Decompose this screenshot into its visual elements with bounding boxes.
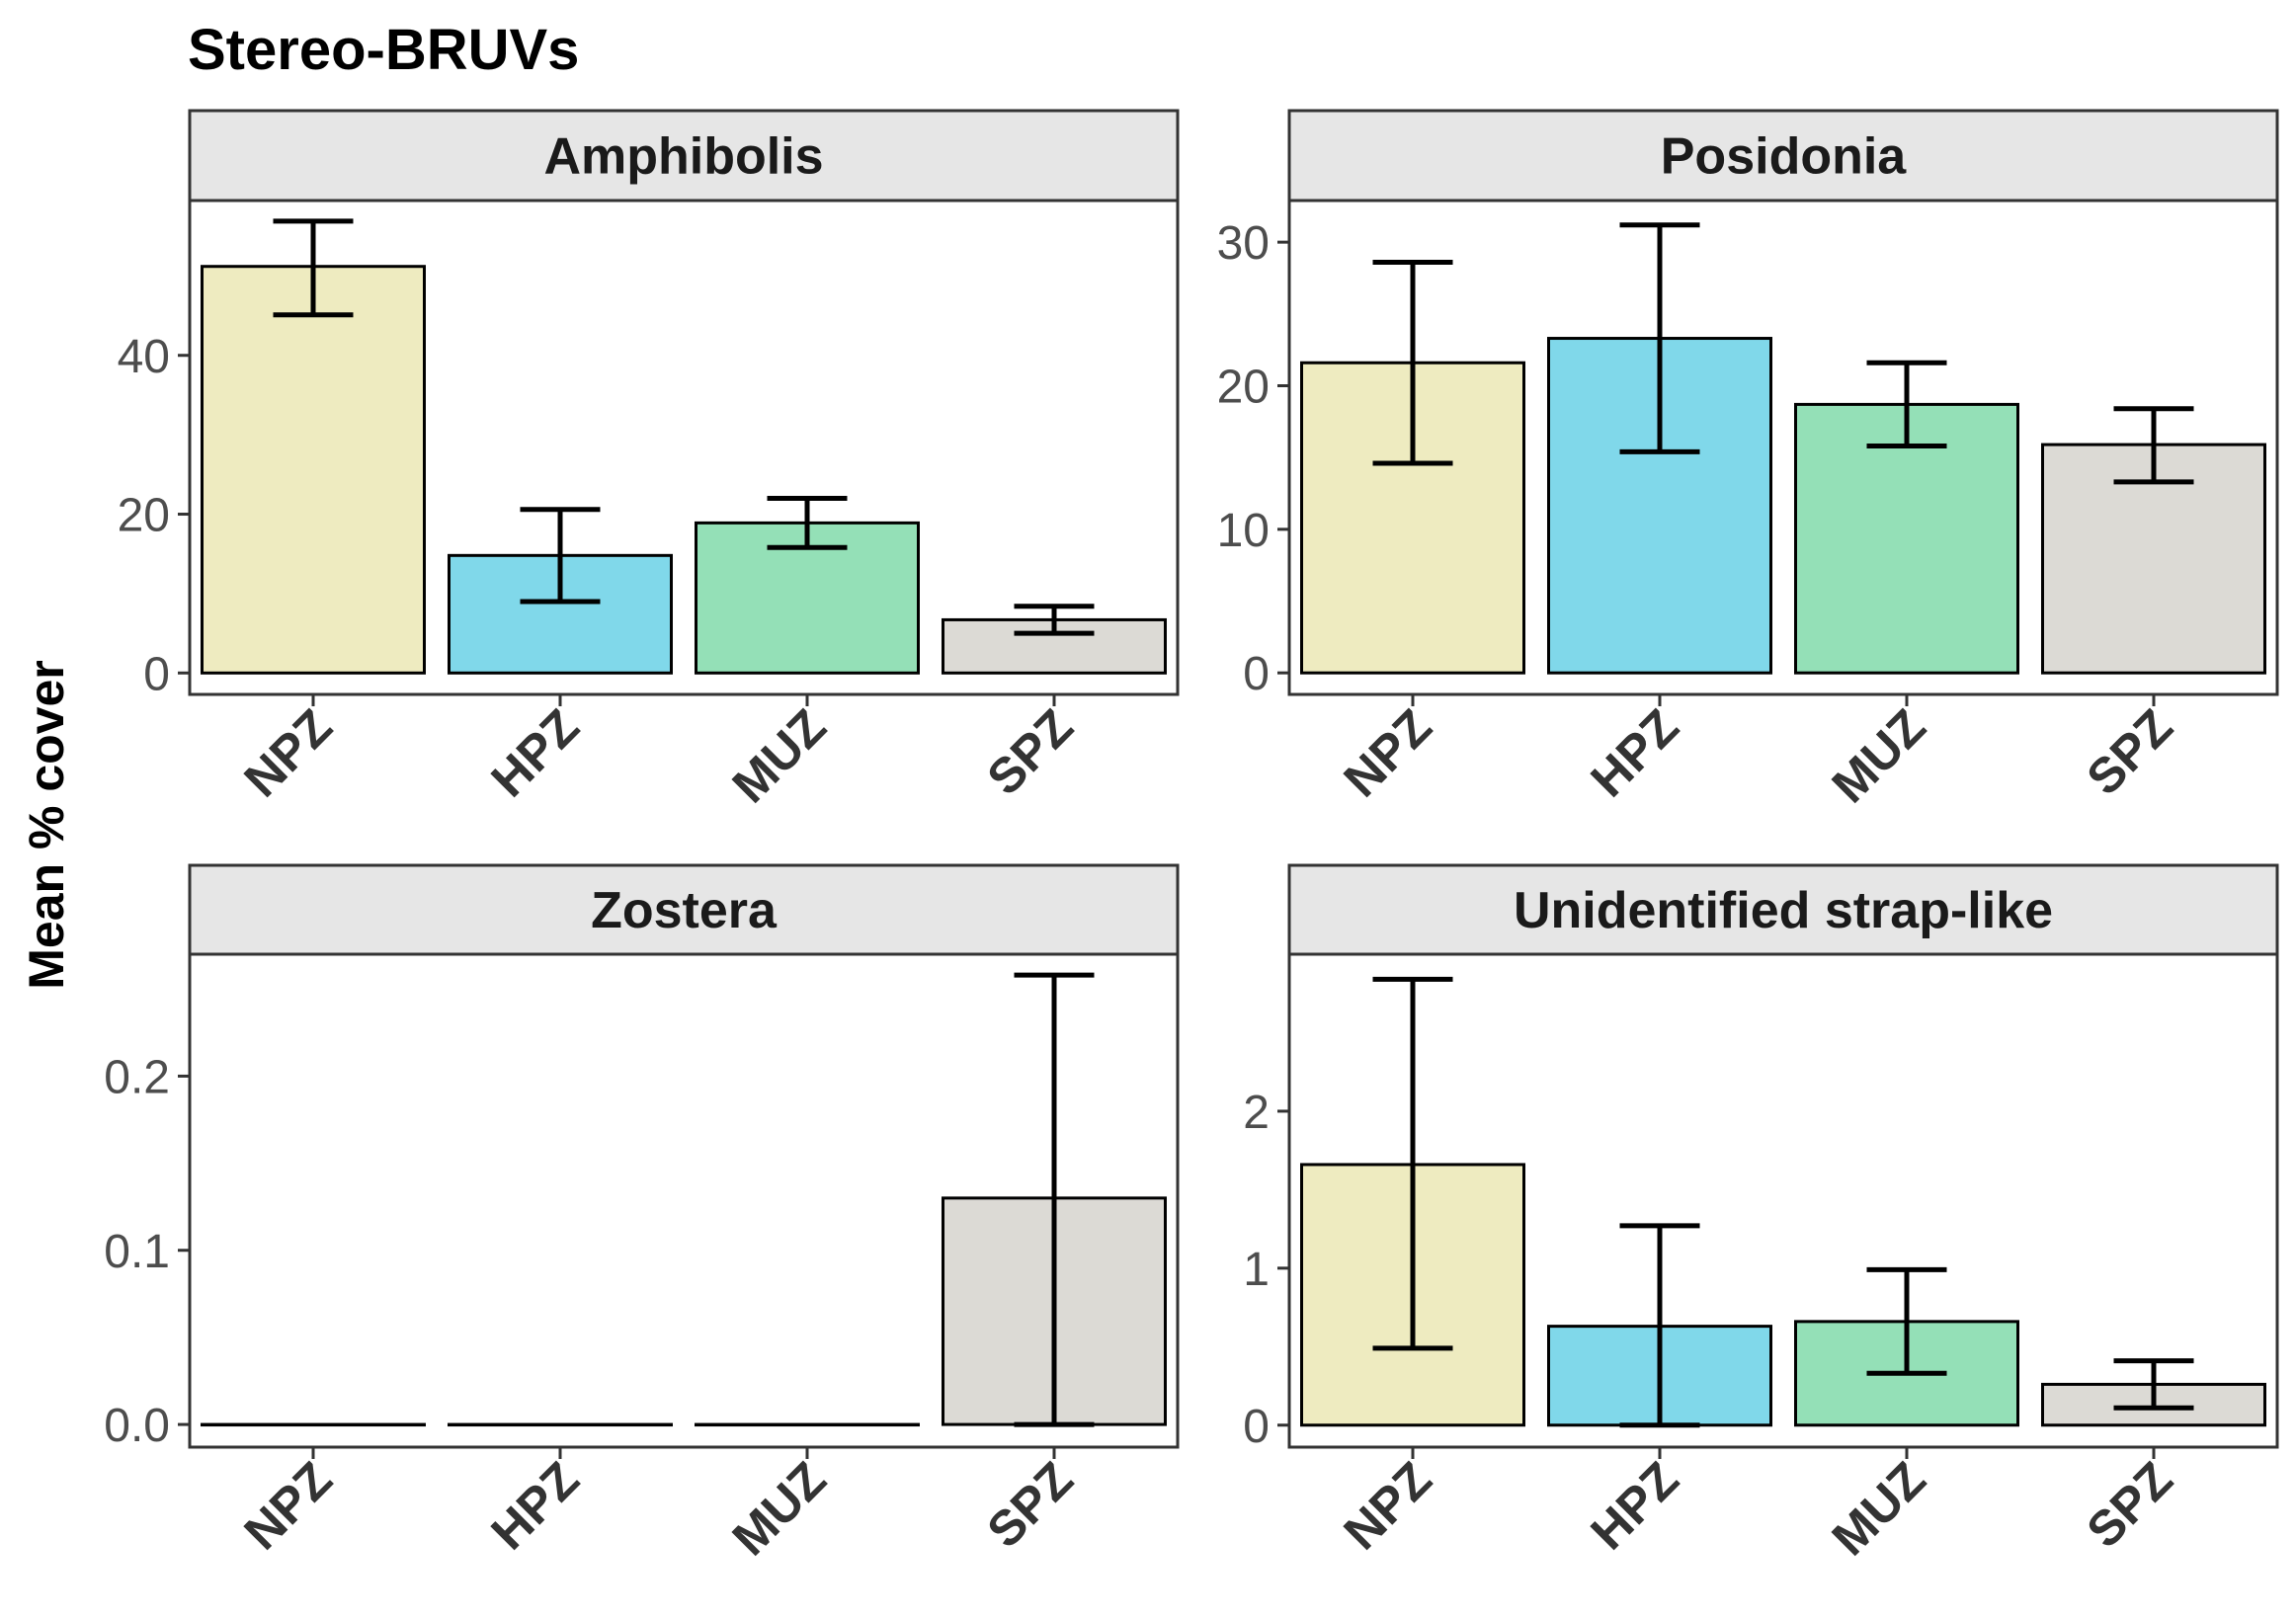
y-tick-label: 2 [1243, 1087, 1270, 1139]
y-tick-label: 40 [118, 331, 170, 383]
x-tick-label: HPZ [1580, 1451, 1688, 1560]
y-axis-label: Mean % cover [19, 660, 74, 989]
facet-strip-label: Zostera [591, 882, 778, 939]
panel-0: Amphibolis 0 20 40 NPZ HPZ MUZ SPZ [118, 109, 1180, 813]
panel-border [188, 199, 1180, 696]
bar [448, 1422, 673, 1427]
x-tick-label: MUZ [1822, 698, 1936, 813]
x-tick-label: SPZ [976, 698, 1083, 805]
bar [695, 1422, 920, 1427]
error-bar [1372, 260, 1453, 466]
bar [942, 617, 1167, 675]
x-tick-label: MUZ [722, 1451, 837, 1566]
facet-strip-label: Amphibolis [543, 128, 823, 186]
x-tick-label: HPZ [480, 1451, 589, 1560]
error-bar [1014, 604, 1095, 636]
y-tick-label: 0 [143, 648, 170, 700]
panel-border [1287, 199, 2279, 696]
facet-strip-label: Unidentified strap-like [1514, 882, 2053, 939]
x-tick-label: MUZ [722, 698, 837, 813]
panel-1: Posidonia 0 10 20 30 NPZ HPZ MUZ SPZ [1217, 109, 2279, 813]
x-tick-label: NPZ [1333, 1451, 1441, 1560]
x-tick-label: SPZ [2076, 698, 2182, 805]
error-bar [273, 218, 354, 318]
y-tick-label: 0.1 [104, 1226, 170, 1278]
error-bar [1619, 222, 1700, 454]
error-bar [1372, 976, 1453, 1351]
y-tick-label: 10 [1217, 505, 1270, 557]
chart-title: Stereo-BRUVs [188, 18, 579, 82]
error-bar [1866, 360, 1947, 449]
error-bar [1014, 972, 1095, 1427]
x-tick-label: SPZ [976, 1451, 1083, 1558]
facet-strip [188, 109, 1180, 202]
x-tick-label: HPZ [480, 698, 589, 807]
error-bar [1866, 1266, 1947, 1376]
x-tick-label: NPZ [233, 1451, 342, 1560]
panel-3: Unidentified strap-like 0 1 2 NPZ HPZ MUZ SPZ [1243, 863, 2279, 1566]
bar [201, 265, 426, 675]
panel-border [188, 952, 1180, 1449]
x-tick-label: SPZ [2076, 1451, 2182, 1558]
facet-strip-label: Posidonia [1661, 128, 1908, 186]
bar [2041, 443, 2266, 675]
facet-strip [188, 863, 1180, 956]
facet-strip [1287, 863, 2279, 956]
x-tick-label: NPZ [1333, 698, 1441, 807]
y-tick-label: 1 [1243, 1244, 1270, 1296]
panel-border [1287, 952, 2279, 1449]
error-bar [2113, 406, 2194, 485]
y-tick-label: 20 [118, 490, 170, 542]
y-tick-label: 0.0 [104, 1400, 170, 1452]
y-tick-label: 0.2 [104, 1051, 170, 1103]
x-tick-label: HPZ [1580, 698, 1688, 807]
y-tick-label: 20 [1217, 362, 1270, 414]
y-tick-label: 0 [1243, 1401, 1270, 1453]
x-tick-label: NPZ [233, 698, 342, 807]
bar [1794, 402, 2019, 675]
error-bar [1619, 1223, 1700, 1428]
error-bar [2113, 1358, 2194, 1411]
error-bar [520, 507, 601, 605]
panel-2: Zostera 0.0 0.1 0.2 NPZ HPZ MUZ SPZ [104, 863, 1180, 1566]
error-bar [767, 495, 848, 550]
x-tick-label: MUZ [1822, 1451, 1936, 1566]
y-tick-label: 0 [1243, 648, 1270, 700]
y-tick-label: 30 [1217, 217, 1270, 270]
bar [201, 1422, 426, 1427]
